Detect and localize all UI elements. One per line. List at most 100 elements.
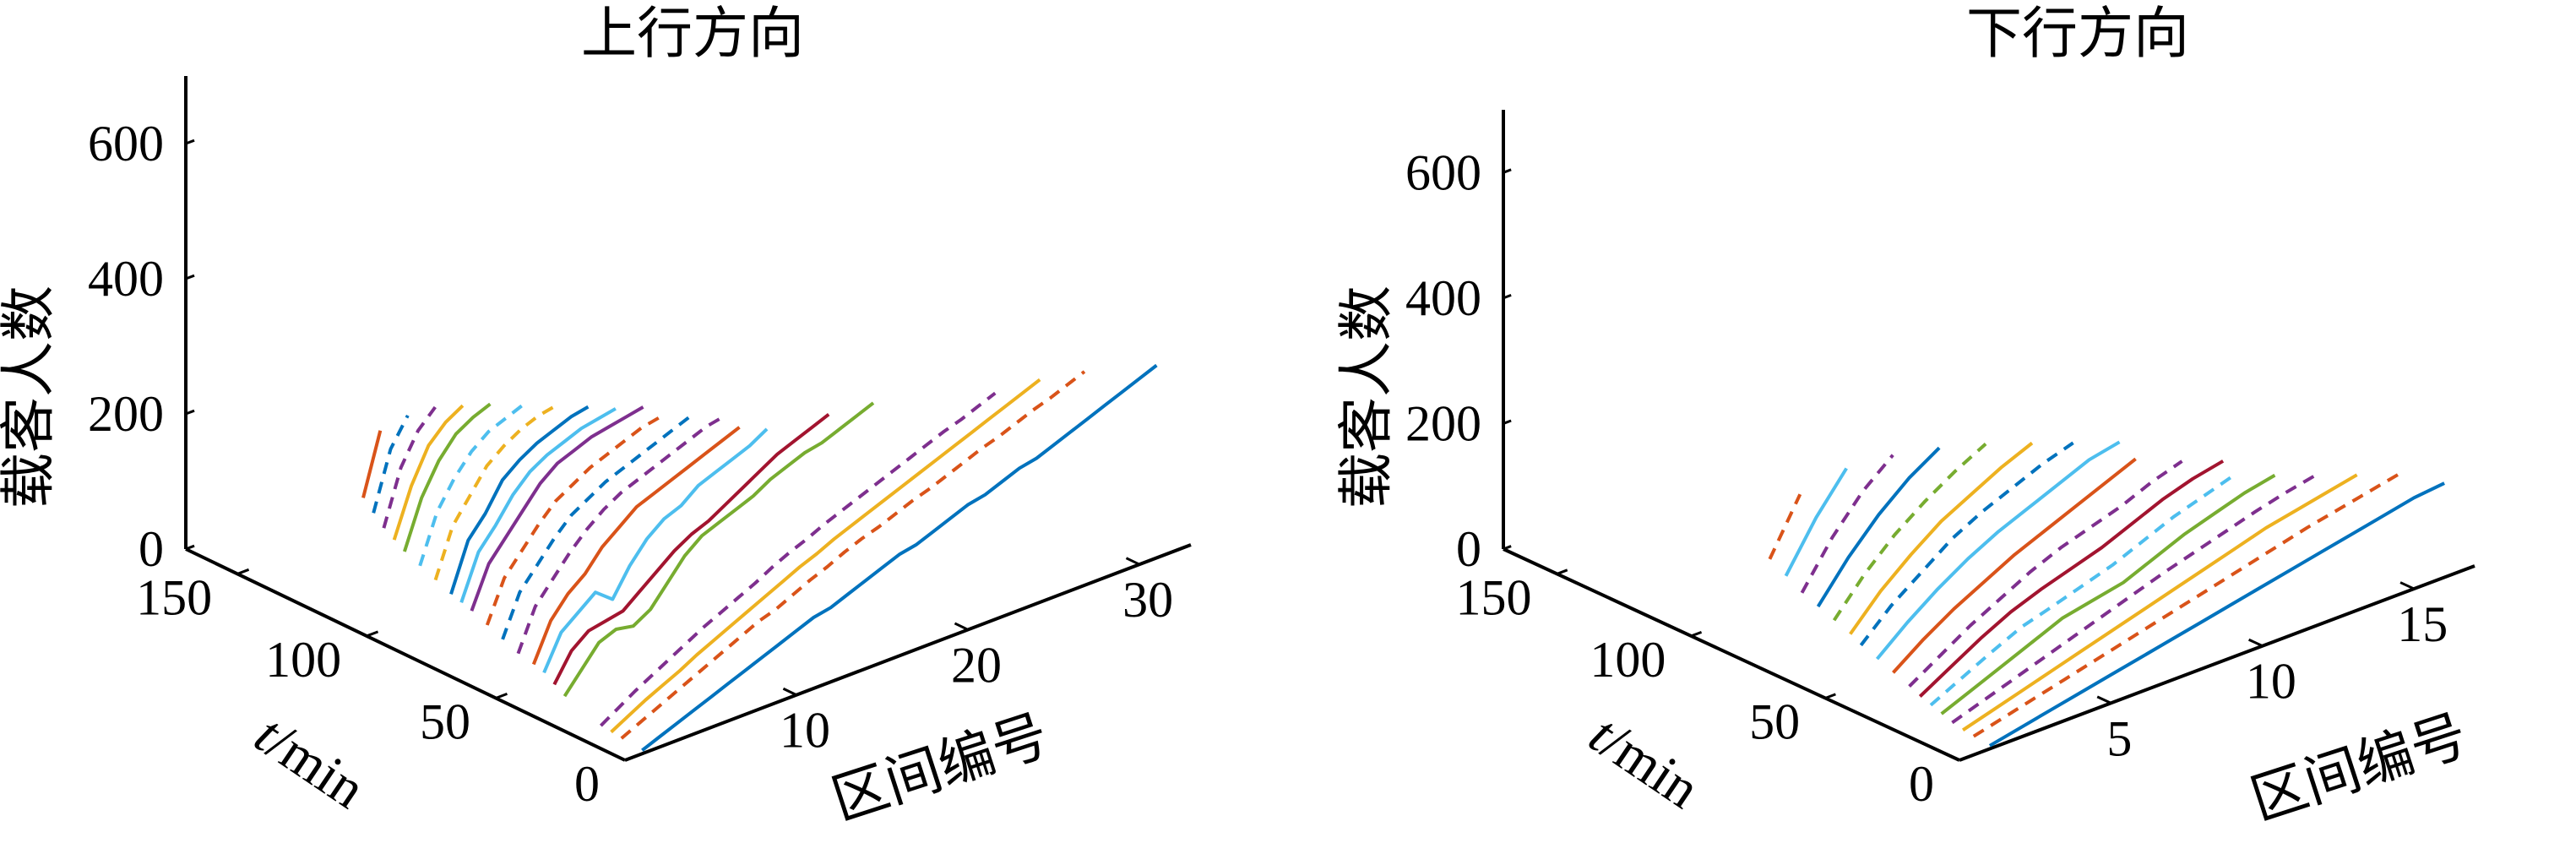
series-line-t14	[1951, 473, 2318, 725]
x-tick-label: 5	[2106, 710, 2132, 766]
y-axis-label: t/min	[244, 704, 376, 820]
series-line-t22	[1929, 474, 2235, 707]
series-line-t0	[1988, 481, 2445, 748]
series-line-t30	[562, 401, 875, 698]
t-tick-label: 0	[1909, 756, 1934, 812]
t-tick	[495, 692, 508, 699]
x-tick-label: 30	[1122, 572, 1173, 628]
series-line-t92	[402, 402, 492, 552]
series-line-t76	[1784, 467, 1848, 577]
x-axis-label: 区间编号	[824, 702, 1057, 833]
z-tick	[185, 409, 195, 416]
z-tick-label: 600	[1405, 144, 1481, 200]
z-tick	[185, 274, 195, 280]
series-line-t16	[599, 391, 997, 727]
series-line-t52	[1849, 441, 2034, 635]
x-axis-line	[1959, 564, 2475, 762]
z-tick	[1503, 419, 1512, 425]
t-axis-line	[185, 547, 626, 762]
x-tick-label: 15	[2397, 596, 2448, 652]
series-line-t12	[610, 378, 1041, 734]
t-tick	[1557, 568, 1568, 575]
x-tick-label: 20	[951, 637, 1002, 693]
series-line-t6	[1972, 473, 2399, 738]
series-lines	[361, 363, 1158, 752]
series-line-t38	[542, 427, 769, 674]
series-line-t96	[392, 404, 465, 541]
series-line-t82	[1768, 493, 1802, 560]
chart-title: 下行方向	[1966, 1, 2189, 66]
z-tick-label: 600	[88, 116, 164, 171]
series-line-t74	[449, 405, 590, 596]
z-tick	[185, 139, 195, 145]
chart-upstream: 上行方向 载客人数 区间编号 t/min 1020300501001500200…	[0, 1, 1192, 833]
t-axis-line	[1503, 547, 1960, 762]
z-tick	[185, 544, 195, 551]
t-tick-label: 100	[1590, 632, 1666, 688]
x-tick	[2399, 581, 2415, 590]
series-line-t104	[372, 414, 410, 514]
z-tick-label: 200	[1405, 395, 1481, 451]
chart-title: 上行方向	[581, 1, 804, 66]
chart-downstream: 下行方向 载客人数 区间编号 t/min 5101505010015002004…	[1334, 1, 2475, 833]
z-tick-label: 0	[139, 521, 164, 577]
x-axis-line	[624, 543, 1192, 762]
t-tick-label: 50	[420, 693, 470, 749]
z-tick	[1503, 294, 1512, 300]
t-tick-label: 50	[1749, 693, 1800, 749]
z-tick	[1503, 545, 1512, 551]
t-tick-label: 150	[1456, 569, 1532, 625]
t-tick	[1690, 630, 1703, 638]
series-line-t18	[1940, 473, 2276, 715]
series-line-t66	[470, 405, 644, 612]
t-tick	[624, 754, 637, 762]
series-line-t48	[516, 415, 726, 655]
x-tick	[1125, 557, 1140, 566]
series-line-t64	[1816, 446, 1941, 608]
z-axis-label: 载客人数	[1334, 286, 1399, 509]
series-line-t26	[1918, 460, 2225, 698]
z-tick-label: 0	[1456, 521, 1481, 577]
x-tick	[954, 622, 969, 631]
y-axis-label: t/min	[1579, 704, 1710, 820]
series-line-t34	[552, 413, 830, 686]
series-line-t0	[641, 363, 1158, 752]
series-line-t108	[361, 430, 383, 498]
x-tick	[2096, 695, 2112, 704]
series-line-t10	[1961, 473, 2358, 732]
x-tick-label: 10	[780, 703, 830, 759]
series-line-t30	[1908, 460, 2183, 688]
series-line-t42	[531, 426, 741, 666]
x-tick	[2247, 638, 2264, 648]
t-tick	[236, 568, 250, 575]
x-tick	[782, 687, 797, 697]
series-line-t80	[433, 404, 557, 581]
z-tick-label: 400	[88, 251, 164, 307]
series-line-t100	[382, 405, 437, 529]
t-tick	[366, 630, 379, 638]
series-line-t60	[485, 416, 660, 626]
series-line-t70	[459, 407, 617, 603]
series-lines	[1768, 440, 2445, 748]
z-tick-label: 400	[1405, 270, 1481, 326]
t-tick-label: 150	[136, 569, 212, 625]
z-tick-label: 200	[88, 386, 164, 442]
t-tick	[1824, 693, 1836, 699]
series-line-t42	[1875, 440, 2121, 661]
x-tick-label: 10	[2246, 654, 2296, 710]
t-tick-label: 0	[574, 756, 600, 812]
series-line-t48	[1859, 441, 2074, 647]
t-tick	[1959, 754, 1970, 762]
series-line-t8	[620, 370, 1086, 740]
z-axis-label: 载客人数	[0, 286, 61, 509]
t-tick-label: 100	[265, 632, 341, 688]
x-axis-label: 区间编号	[2243, 702, 2475, 833]
series-line-t36	[1892, 457, 2137, 674]
z-tick	[1503, 168, 1512, 174]
series-line-t86	[418, 403, 524, 567]
series-line-t58	[1832, 443, 1987, 622]
series-line-t70	[1800, 454, 1894, 594]
